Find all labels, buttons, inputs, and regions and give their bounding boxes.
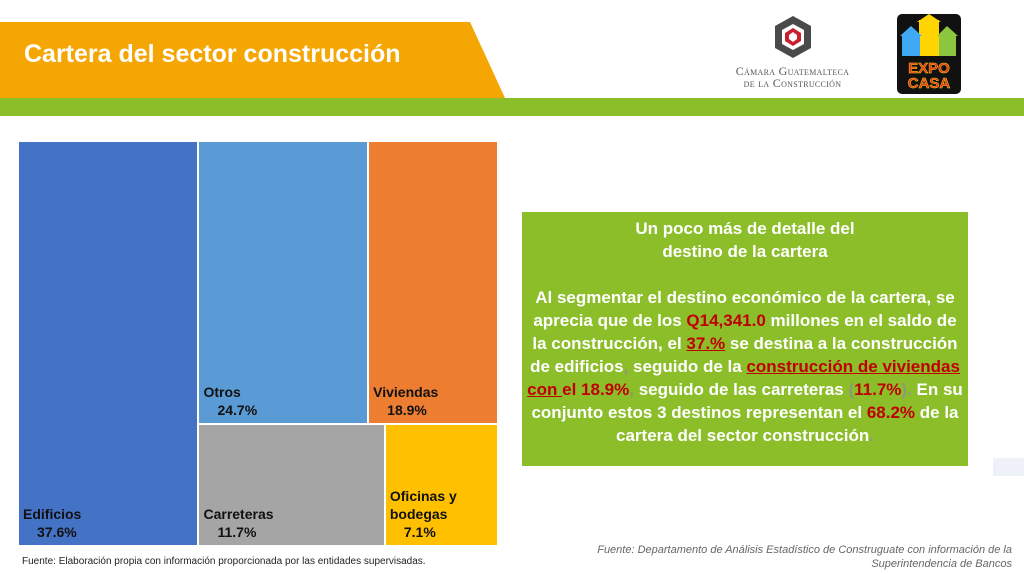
source-right: Fuente: Departamento de Análisis Estadís…	[597, 544, 1012, 570]
houses-icon	[900, 14, 958, 56]
treemap-cell-otros: Otros 24.7%	[198, 141, 369, 424]
green-divider	[0, 98, 1024, 116]
treemap-cell-oficinas-y-bodegas: Oficinas y bodegas 7.1%	[384, 423, 498, 546]
viviendas-link[interactable]: construcción de viviendas con	[527, 357, 960, 399]
page-title: Cartera del sector construcción	[24, 40, 401, 68]
box-heading-2: destino de la cartera	[662, 242, 828, 261]
cgc-name-1: Cámara Guatemalteca	[735, 64, 850, 78]
cgc-logo: Cámara Guatemalteca de la Construcción	[720, 14, 865, 89]
box-paragraph: Al segmentar el destino económico de la …	[527, 288, 963, 445]
expocasa-logo: EXPO CASA	[897, 14, 961, 94]
treemap-label: Carreteras 11.7%	[203, 505, 273, 541]
treemap-label: Viviendas 18.9%	[373, 383, 438, 419]
value-label: 7.1%	[403, 523, 436, 540]
expo-text: EXPO	[908, 60, 950, 78]
casa-text: CASA	[907, 75, 951, 93]
value-label: 18.9%	[387, 401, 427, 418]
box-heading-1: Un poco más de detalle del	[635, 219, 855, 238]
treemap-cell-carreteras: Carreteras 11.7%	[198, 423, 385, 546]
value-label: 11.7%	[217, 523, 257, 540]
detail-textbox: Un poco más de detalle del destino de la…	[522, 212, 968, 466]
value-label: 37.6%	[37, 524, 77, 540]
category-label: Viviendas	[373, 383, 439, 400]
title-banner	[0, 22, 505, 98]
category-label: Carreteras	[203, 505, 274, 522]
category-label: Edificios	[23, 506, 82, 522]
treemap-chart: Edificios 37.6% Otros 24.7% Viviendas 18.9% Ca…	[18, 141, 498, 546]
category-label: Otros	[203, 383, 241, 400]
side-button[interactable]	[993, 458, 1024, 476]
treemap-cell-viviendas: Viviendas 18.9%	[368, 141, 498, 424]
treemap-label: Otros 24.7%	[203, 383, 257, 419]
cgc-hexagon-icon	[774, 16, 811, 58]
category-label: Oficinas y bodegas	[389, 487, 457, 522]
treemap-label: Oficinas y bodegas 7.1%	[390, 487, 470, 541]
cgc-name-2: de la Construcción	[743, 76, 842, 90]
value-label: 24.7%	[217, 401, 258, 418]
treemap-cell-edificios: Edificios 37.6%	[18, 141, 199, 546]
treemap-label: Edificios 37.6%	[23, 505, 81, 541]
source-left: Fuente: Elaboración propia con informaci…	[22, 556, 426, 567]
